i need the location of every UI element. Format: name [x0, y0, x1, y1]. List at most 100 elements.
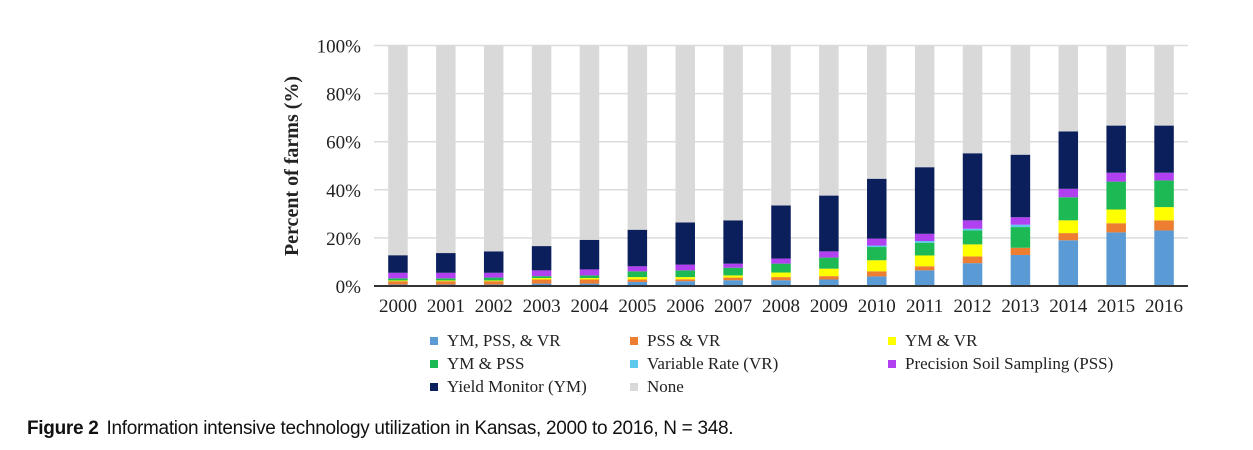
legend-swatch	[630, 337, 638, 345]
bar-segment	[483, 281, 504, 285]
x-tick-label: 2005	[618, 296, 656, 317]
bar-segment	[531, 276, 552, 279]
bar-segment	[1010, 254, 1031, 286]
bar-segment	[531, 45, 552, 247]
x-tick-label: 2013	[1001, 296, 1039, 317]
bar-segment	[819, 257, 839, 269]
bar-stack-2009	[819, 45, 839, 286]
bar-segment	[579, 239, 600, 270]
bar-segment	[1058, 240, 1079, 286]
legend: YM, PSS, & VR PSS & VR YM & VR YM & PSS …	[430, 331, 1190, 397]
bar-segment	[579, 279, 600, 284]
bar-segment	[962, 244, 983, 257]
bar-segment	[627, 279, 648, 282]
bar-segment	[531, 278, 552, 280]
bar-stack-2014	[1058, 45, 1079, 286]
bar-segment	[962, 256, 983, 264]
bar-segment	[388, 45, 408, 256]
legend-swatch	[630, 360, 638, 368]
bar-segment	[867, 45, 887, 179]
bar-segment	[723, 45, 743, 221]
legend-item: Yield Monitor (YM)	[430, 377, 630, 397]
bar-segment	[962, 45, 983, 154]
bar-segment	[675, 279, 695, 282]
bar-segment	[483, 45, 504, 252]
bars	[388, 45, 1174, 286]
bar-segment	[675, 270, 695, 278]
legend-item: YM, PSS, & VR	[430, 331, 630, 351]
bar-stack-2016	[1154, 45, 1174, 286]
bar-segment	[483, 272, 504, 278]
bar-segment	[436, 280, 456, 282]
x-tick-label: 2000	[379, 296, 417, 317]
bar-segment	[914, 233, 935, 242]
bar-segment	[436, 45, 456, 254]
stacked-bar-chart: 0%20%40%60%80%100% 2000 2001 2002 2003 2004 2…	[281, 37, 1188, 317]
bar-segment	[675, 264, 695, 271]
bar-segment	[723, 263, 743, 268]
bar-segment	[1154, 220, 1174, 231]
bar-segment	[388, 278, 408, 281]
figure-label: Figure 2	[27, 418, 99, 439]
bar-segment	[531, 270, 552, 277]
bar-segment	[914, 270, 935, 286]
bar-segment	[867, 276, 887, 286]
bar-segment	[627, 281, 648, 286]
bar-segment	[819, 195, 839, 252]
bar-segment	[675, 222, 695, 265]
bar-segment	[1154, 172, 1174, 181]
bar-segment	[914, 242, 935, 256]
bar-segment	[579, 278, 600, 280]
x-tick-label: 2009	[810, 296, 848, 317]
legend-swatch	[430, 337, 438, 345]
legend-item: YM & PSS	[430, 354, 630, 374]
bar-segment	[1058, 220, 1079, 234]
bar-segment	[388, 255, 408, 273]
bar-segment	[1106, 232, 1126, 286]
bar-segment	[388, 281, 408, 285]
x-tick-label: 2001	[427, 296, 465, 317]
bar-segment	[1106, 125, 1126, 173]
bar-stack-2004	[579, 45, 600, 286]
bar-segment	[1106, 181, 1126, 210]
bar-segment	[436, 278, 456, 281]
legend-label: YM & PSS	[447, 354, 525, 373]
bar-stack-2001	[436, 45, 456, 286]
bar-segment	[1058, 197, 1079, 221]
bar-segment	[627, 266, 648, 272]
x-tick-label: 2014	[1049, 296, 1088, 317]
bar-segment	[867, 247, 887, 261]
bar-segment	[867, 271, 887, 277]
bar-segment	[436, 253, 456, 273]
caption-text: Information intensive technology utiliza…	[106, 418, 734, 439]
bar-stack-2003	[531, 45, 552, 286]
bar-stack-2013	[1010, 45, 1031, 286]
bar-segment	[1010, 45, 1031, 155]
bar-segment	[579, 269, 600, 276]
x-tick-label: 2010	[858, 296, 896, 317]
bar-segment	[962, 263, 983, 286]
bar-segment	[771, 258, 791, 264]
bar-segment	[483, 277, 504, 281]
x-tick-label: 2003	[523, 296, 561, 317]
bar-segment	[1154, 180, 1174, 208]
bar-segment	[1010, 227, 1031, 248]
bar-stack-2011	[914, 45, 935, 286]
bar-segment	[531, 279, 552, 284]
bar-segment	[914, 167, 935, 234]
x-tick-label: 2004	[570, 296, 609, 317]
legend-swatch	[888, 360, 896, 368]
bar-segment	[675, 45, 695, 223]
bar-segment	[771, 263, 791, 273]
bar-segment	[723, 275, 743, 278]
bar-segment	[579, 275, 600, 279]
legend-label: Precision Soil Sampling (PSS)	[905, 354, 1114, 373]
x-tick-label: 2012	[954, 296, 992, 317]
bar-segment	[579, 283, 600, 286]
bar-segment	[723, 277, 743, 281]
bar-segment	[771, 272, 791, 278]
bar-segment	[1154, 230, 1174, 286]
legend-swatch	[630, 383, 638, 391]
legend-item: YM & VR	[888, 331, 1188, 351]
bar-segment	[436, 272, 456, 279]
